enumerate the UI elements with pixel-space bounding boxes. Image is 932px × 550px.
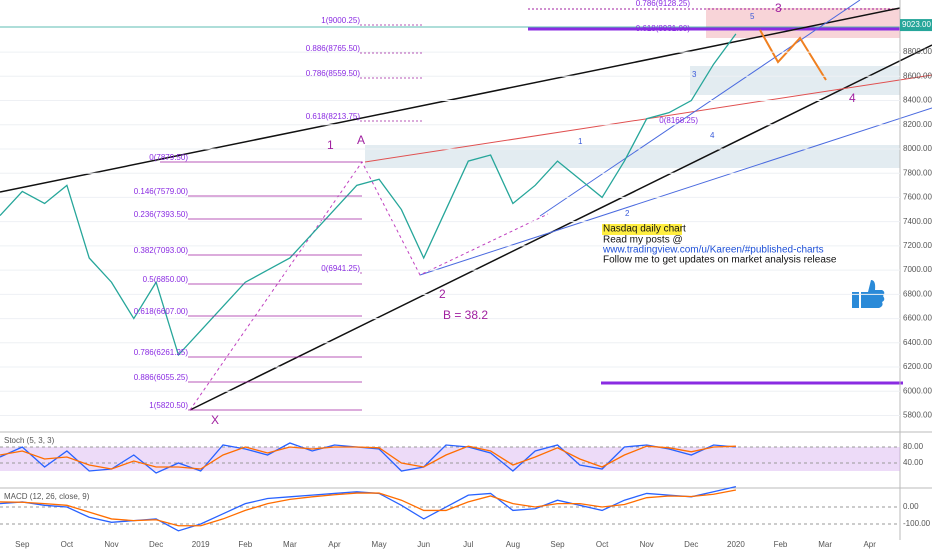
y-tick-label: 40.00 xyxy=(903,458,924,467)
sub-wave-label: 5 xyxy=(750,12,755,21)
wave-label: 2 xyxy=(439,287,446,301)
x-tick-label: Mar xyxy=(283,540,297,549)
x-tick-label: Jul xyxy=(463,540,473,549)
x-tick-label: 2020 xyxy=(727,540,745,549)
y-tick-label: 7000.00 xyxy=(903,265,932,274)
drawings xyxy=(0,0,932,411)
x-tick-label: Mar xyxy=(818,540,832,549)
fib-label: 0.786(8559.50) xyxy=(306,69,361,78)
y-tick-label: 7600.00 xyxy=(903,193,932,202)
fib-label: 0(7879.50) xyxy=(149,153,188,162)
x-tick-label: Nov xyxy=(104,540,118,549)
y-tick-label: 7200.00 xyxy=(903,241,932,250)
trendline xyxy=(189,44,932,411)
xabcd-path xyxy=(189,161,549,411)
x-tick-label: Dec xyxy=(684,540,698,549)
target-box xyxy=(706,8,900,38)
sub-wave-label: 2 xyxy=(625,209,630,218)
x-tick-label: Aug xyxy=(506,540,520,549)
x-tick-label: Feb xyxy=(238,540,252,549)
y-tick-label: 8800.00 xyxy=(903,47,932,56)
fib-label: 0.5(6850.00) xyxy=(143,275,189,284)
fib-label: 0.236(7393.50) xyxy=(134,210,189,219)
trendline xyxy=(419,107,932,276)
y-tick-label: 6200.00 xyxy=(903,362,932,371)
y-tick-label: 8200.00 xyxy=(903,120,932,129)
y-tick-label: 5800.00 xyxy=(903,411,932,420)
x-tick-label: Nov xyxy=(640,540,654,549)
fib-label: 0.886(8765.50) xyxy=(306,44,361,53)
x-tick-label: Oct xyxy=(596,540,609,549)
fib-label: 0(8168.25) xyxy=(659,116,698,125)
fib-label: 0.618(8931.00) xyxy=(636,24,691,33)
wave-label: B = 38.2 xyxy=(443,308,488,322)
fib-label: 1(5820.50) xyxy=(149,401,188,410)
pane-title: Stoch (5, 3, 3) xyxy=(4,436,55,445)
last-price-marker xyxy=(900,19,932,32)
y-tick-label: 8000.00 xyxy=(903,144,932,153)
x-tick-label: May xyxy=(372,540,387,549)
last-price-label: 9023.00 xyxy=(902,20,931,29)
y-tick-label: 0.00 xyxy=(903,502,919,511)
x-tick-label: Apr xyxy=(328,540,341,549)
sub-wave-label: 3 xyxy=(692,70,697,79)
fib-label: 0.382(7093.00) xyxy=(134,246,189,255)
fib-label: 0.786(6261.25) xyxy=(134,348,189,357)
note-text: Follow me to get updates on market analy… xyxy=(603,255,837,266)
projection-arrow xyxy=(759,29,827,81)
x-tick-label: Sep xyxy=(550,540,565,549)
wave-label: X xyxy=(211,413,219,427)
y-tick-label: 8400.00 xyxy=(903,96,932,105)
price-line xyxy=(0,33,737,357)
wave-label: 3 xyxy=(775,1,782,15)
fib-label: 0.886(6055.25) xyxy=(134,373,189,382)
y-tick-label: 80.00 xyxy=(903,442,924,451)
x-tick-label: Apr xyxy=(863,540,876,549)
fib-label: 1(9000.25) xyxy=(321,16,360,25)
note-text: Read my posts @ xyxy=(603,235,683,246)
note-text: Nasdaq daily chart xyxy=(603,224,686,235)
sub-wave-label: 4 xyxy=(710,131,715,140)
y-tick-label: 8600.00 xyxy=(903,71,932,80)
y-tick-label: 6600.00 xyxy=(903,314,932,323)
trendline xyxy=(539,0,861,217)
x-tick-label: 2019 xyxy=(192,540,210,549)
range-box xyxy=(365,145,900,168)
fib-label: 0.618(6607.00) xyxy=(134,307,189,316)
note-highlight xyxy=(602,224,682,235)
sub-wave-label: 1 xyxy=(578,137,583,146)
range-box xyxy=(690,66,900,95)
fib-label: 0.146(7579.00) xyxy=(134,187,189,196)
note-text: www.tradingview.com/u/Kareen/#published-… xyxy=(602,245,824,256)
y-tick-label: 6800.00 xyxy=(903,289,932,298)
indicator-line xyxy=(0,445,736,470)
wave-label: 1 xyxy=(327,138,334,152)
x-tick-label: Dec xyxy=(149,540,163,549)
fib-label: 0.618(8213.75) xyxy=(306,112,361,121)
y-tick-label: 6000.00 xyxy=(903,386,932,395)
y-tick-label: -100.00 xyxy=(903,519,931,528)
fib-label: 0(6941.25) xyxy=(321,264,360,273)
x-tick-label: Feb xyxy=(774,540,788,549)
x-tick-label: Oct xyxy=(61,540,74,549)
y-tick-label: 7800.00 xyxy=(903,168,932,177)
pane-title: MACD (12, 26, close, 9) xyxy=(4,492,90,501)
x-tick-label: Sep xyxy=(15,540,30,549)
stoch-band xyxy=(0,447,900,471)
wave-label: 4 xyxy=(849,91,856,105)
y-tick-label: 6400.00 xyxy=(903,338,932,347)
x-tick-label: Jun xyxy=(417,540,430,549)
indicator-line xyxy=(0,489,737,527)
wave-label: A xyxy=(357,133,365,147)
y-tick-label: 7400.00 xyxy=(903,217,932,226)
trendline xyxy=(0,7,901,193)
fib-label: 0.786(9128.25) xyxy=(636,0,691,8)
